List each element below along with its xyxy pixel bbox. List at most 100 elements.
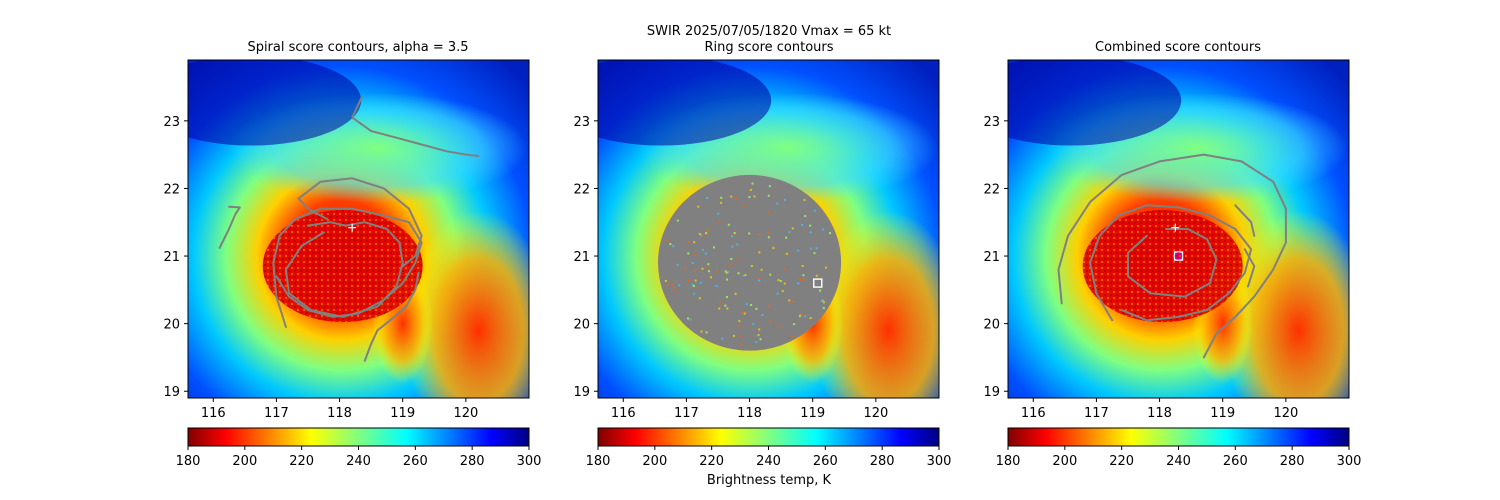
ring-speckle <box>815 274 818 277</box>
y-tick-label: 21 <box>983 250 1000 265</box>
y-tick-label: 20 <box>163 318 180 333</box>
ring-speckle <box>733 334 736 337</box>
x-tick-label: 118 <box>327 406 352 421</box>
ring-speckle <box>699 234 702 237</box>
axes-frame <box>1007 59 1350 399</box>
ring-speckle <box>801 265 804 268</box>
ring-score-region <box>657 174 842 351</box>
ring-speckle <box>697 205 700 208</box>
ring-speckle <box>726 296 729 299</box>
ring-speckle <box>700 330 703 333</box>
ring-speckle <box>743 312 746 315</box>
colorbar-tick-label: 240 <box>346 454 371 469</box>
ring-speckle <box>678 284 681 287</box>
ring-speckle <box>749 188 752 191</box>
ring-speckle <box>716 270 719 273</box>
center-plus-marker <box>1171 223 1180 232</box>
storm-core-texture <box>262 210 423 323</box>
ring-speckle <box>730 257 733 260</box>
colorbar: 180 200 220 240 260 280 300 <box>176 427 541 469</box>
ring-speckle <box>748 232 751 235</box>
ring-speckle <box>821 228 824 231</box>
ring-speckle <box>702 234 705 237</box>
ring-speckle <box>730 195 733 198</box>
ring-speckle <box>776 202 779 205</box>
ring-speckle <box>804 315 807 318</box>
colorbar-tick-label: 240 <box>756 454 781 469</box>
ring-speckle <box>694 270 697 273</box>
score-contour-2 <box>1089 204 1253 322</box>
ring-speckle <box>801 313 804 316</box>
ring-speckle <box>809 317 812 320</box>
ring-speckle <box>772 246 775 249</box>
x-tick-label: 117 <box>1084 406 1109 421</box>
ring-speckle <box>821 299 824 302</box>
y-tick-label: 21 <box>573 250 590 265</box>
ring-speckle <box>758 328 761 331</box>
ring-speckle <box>708 229 711 232</box>
colorbar-tick-label: 180 <box>586 454 611 469</box>
ring-speckle <box>797 282 800 285</box>
ring-speckle <box>784 198 787 201</box>
ring-speckle <box>767 231 770 234</box>
ring-speckle <box>791 227 794 230</box>
x-tick-label: 118 <box>1147 406 1172 421</box>
ring-speckle <box>666 239 669 242</box>
ring-speckle <box>752 323 755 326</box>
axes-frame <box>597 59 940 399</box>
ring-speckle <box>801 223 804 226</box>
ring-speckle <box>720 196 723 199</box>
center-plus-marker <box>348 223 357 232</box>
colorbar-tick-label: 300 <box>1337 454 1362 469</box>
ring-speckle <box>739 335 742 338</box>
ring-speckle <box>694 279 697 282</box>
ring-speckle <box>740 343 743 346</box>
ring-speckle <box>758 251 761 254</box>
ring-speckle <box>797 249 800 252</box>
ring-speckle <box>788 299 791 302</box>
ring-speckle <box>701 267 704 270</box>
ring-speckle <box>755 307 758 310</box>
ring-speckle <box>750 304 753 307</box>
ring-speckle <box>727 271 730 274</box>
ring-speckle <box>698 297 701 300</box>
colorbar-tick-label: 180 <box>176 454 201 469</box>
colorbar-tick-label: 240 <box>1166 454 1191 469</box>
ring-speckle <box>707 263 710 266</box>
ring-speckle <box>768 305 771 308</box>
ring-speckle <box>768 185 771 188</box>
ring-speckle <box>717 212 720 215</box>
ring-speckle <box>712 246 715 249</box>
colorbar: 180 200 220 240 260 280 300 <box>996 427 1362 469</box>
ring-speckle <box>704 252 707 255</box>
ring-speckle <box>689 318 692 321</box>
x-tick-label: 118 <box>737 406 762 421</box>
panel-3: 116 117 118 119 120 19 20 21 22 23 180 200 220 240 260… <box>983 59 1362 469</box>
panel-1-title: Spiral score contours, alpha = 3.5 <box>247 40 469 55</box>
ring-speckle <box>799 278 802 281</box>
ring-speckle <box>829 232 832 235</box>
ring-speckle <box>783 267 786 270</box>
ring-speckle <box>819 289 822 292</box>
ring-speckle <box>793 323 796 326</box>
ring-speckle <box>731 235 734 238</box>
x-tick-label: 120 <box>453 406 478 421</box>
ring-speckle <box>785 236 788 239</box>
rain-band-east <box>403 210 529 398</box>
y-tick-label: 19 <box>983 385 1000 400</box>
ring-speckle <box>767 236 770 239</box>
ring-speckle <box>699 281 702 284</box>
y-tick-label: 21 <box>163 250 180 265</box>
ring-speckle <box>691 283 694 286</box>
ring-speckle <box>751 182 754 185</box>
ring-speckle <box>672 286 675 289</box>
ring-speckle <box>813 252 816 255</box>
colorbar-tick-label: 180 <box>996 454 1021 469</box>
ring-speckle <box>725 278 728 281</box>
colorbar-label: Brightness temp, K <box>706 473 832 488</box>
ring-speckle <box>705 230 708 233</box>
score-contour-5 <box>297 177 423 268</box>
colorbar-tick-label: 280 <box>460 454 485 469</box>
ring-speckle <box>692 285 695 288</box>
ring-speckle <box>725 271 728 274</box>
